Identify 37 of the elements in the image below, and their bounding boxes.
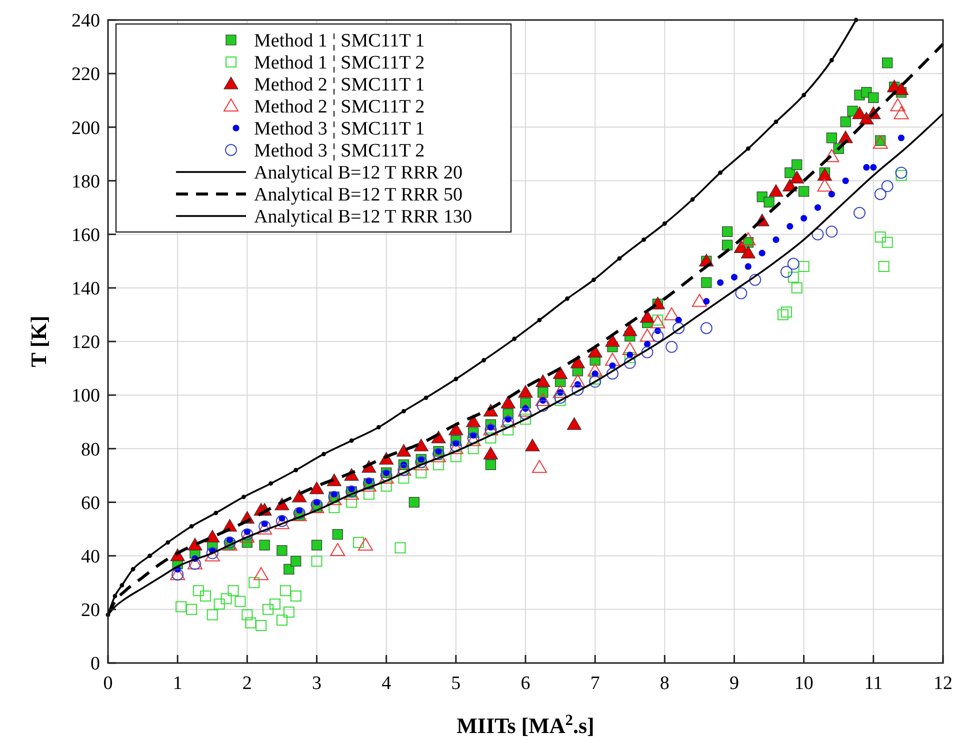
x-tick-label: 0 <box>103 673 113 694</box>
y-axis-title: T [K] <box>26 316 51 368</box>
x-tick-label: 3 <box>312 673 322 694</box>
y-tick-label: 20 <box>81 600 100 622</box>
y-tick-label: 180 <box>72 171 100 192</box>
legend-label: Analytical B=12 T RRR 130 <box>254 206 472 228</box>
y-tick-label: 240 <box>72 10 100 32</box>
x-tick-label: 9 <box>730 673 739 694</box>
x-tick-label: 8 <box>660 673 670 694</box>
legend-label: Method 1 ¦ SMC11T 2 <box>254 52 425 74</box>
y-tick-label: 80 <box>81 439 100 460</box>
x-tick-label: 4 <box>382 673 392 694</box>
x-tick-label: 6 <box>520 673 530 694</box>
y-tick-label: 120 <box>72 332 100 354</box>
y-tick-label: 100 <box>72 386 100 407</box>
x-tick-label: 10 <box>794 673 814 694</box>
y-tick-label: 0 <box>90 654 100 675</box>
legend-label: Method 2 ¦ SMC11T 2 <box>254 96 425 118</box>
x-tick-label: 5 <box>451 673 461 694</box>
x-tick-label: 2 <box>242 673 252 694</box>
x-axis-title: MIITs [MA$^{2}$.s] <box>456 712 594 738</box>
legend-label: Method 2 ¦ SMC11T 1 <box>254 74 425 96</box>
y-tick-label: 200 <box>72 118 100 139</box>
legend-label: Analytical B=12 T RRR 50 <box>254 184 462 206</box>
x-tick-label: 11 <box>864 673 883 694</box>
legend-label: Method 1 ¦ SMC11T 1 <box>254 30 425 52</box>
legend-label: Analytical B=12 T RRR 20 <box>254 162 462 184</box>
x-tick-label: 1 <box>172 673 182 694</box>
y-tick-label: 160 <box>72 224 100 246</box>
y-tick-label: 60 <box>81 492 100 514</box>
legend-label: Method 3 ¦ SMC11T 1 <box>254 118 425 140</box>
legend-label: Method 3 ¦ SMC11T 2 <box>254 140 425 162</box>
y-tick-label: 40 <box>81 546 100 568</box>
x-tick-label: 12 <box>934 673 952 694</box>
y-tick-label: 140 <box>72 278 100 300</box>
x-tick-label: 7 <box>590 673 600 694</box>
y-tick-label: 220 <box>72 64 100 86</box>
